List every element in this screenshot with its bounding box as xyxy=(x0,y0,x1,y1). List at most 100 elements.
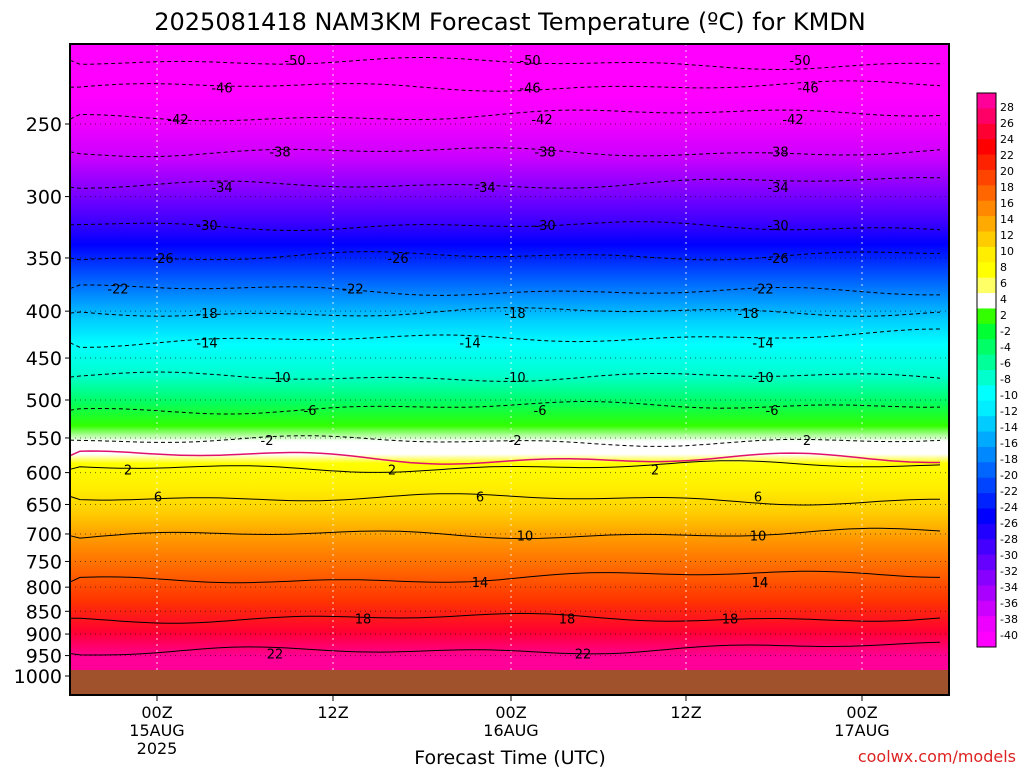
x-axis-label: Forecast Time (UTC) xyxy=(414,747,605,768)
colorbar-swatch xyxy=(977,416,996,433)
colorbar-swatch xyxy=(977,154,996,171)
colorbar-label: -12 xyxy=(1000,405,1018,418)
contour-line xyxy=(69,147,941,158)
contour-label: -30 xyxy=(534,219,555,234)
colorbar-swatch xyxy=(977,293,996,309)
colorbar-label: -14 xyxy=(1000,421,1018,434)
contour-line xyxy=(69,307,941,317)
contour-line xyxy=(69,570,941,584)
colorbar-label: -36 xyxy=(1000,597,1018,610)
colorbar-label: 6 xyxy=(1000,277,1007,290)
contour-line xyxy=(69,460,941,473)
contour-label: -10 xyxy=(504,371,525,386)
colorbar-swatch xyxy=(977,308,996,325)
chart-title: 2025081418 NAM3KM Forecast Temperature (… xyxy=(154,8,866,36)
contour-label: -22 xyxy=(342,283,363,298)
contour-label: 6 xyxy=(754,490,762,505)
colorbar-label: 8 xyxy=(1000,261,1007,274)
colorbar-swatch xyxy=(977,123,996,140)
contour-label: 10 xyxy=(517,530,534,545)
contour-line xyxy=(69,109,941,122)
colorbar-swatch xyxy=(977,493,996,509)
colorbar-label: -22 xyxy=(1000,485,1018,498)
colorbar-label: 24 xyxy=(1000,133,1014,146)
contour-line xyxy=(69,371,941,382)
contour-label: 14 xyxy=(752,576,769,591)
colorbar-swatch xyxy=(977,262,996,279)
contour-line xyxy=(69,493,940,506)
x-tick-label: 00Z xyxy=(141,703,172,722)
x-tick-label: 12Z xyxy=(317,703,348,722)
colorbar-swatch xyxy=(977,400,996,417)
colorbar-label: 20 xyxy=(1000,165,1014,178)
colorbar-label: 10 xyxy=(1000,245,1014,258)
plot-frame xyxy=(69,43,950,696)
contour-lines: -50 -50 -50 -46 -46 -46 -42 -42 -42 -38 -38 -38 -34 -… xyxy=(69,54,941,662)
colorbar-label: -4 xyxy=(1000,341,1011,354)
colorbar-label: -16 xyxy=(1000,437,1018,450)
x-tick-label: 2025 xyxy=(137,739,178,758)
contour-label: 18 xyxy=(355,612,372,627)
colorbar-label: 28 xyxy=(1000,101,1014,114)
contour-label: -10 xyxy=(269,371,290,386)
colorbar-swatch xyxy=(977,93,996,109)
colorbar-label: 14 xyxy=(1000,213,1014,226)
ground-layer xyxy=(70,670,949,695)
contour-label: -22 xyxy=(107,283,128,298)
colorbar-swatch xyxy=(977,508,996,525)
contour-label: -30 xyxy=(767,219,788,234)
contour-label: -42 xyxy=(782,113,803,128)
colorbar-label: 2 xyxy=(1000,309,1007,322)
contour-label: -42 xyxy=(531,113,552,128)
contour-line xyxy=(70,612,941,624)
colorbar-label: -10 xyxy=(1000,389,1018,402)
colorbar-label: -2 xyxy=(1000,325,1011,338)
y-tick-label: 650 xyxy=(26,494,62,516)
y-tick-label: 500 xyxy=(26,390,62,412)
contour-label: -6 xyxy=(766,404,779,419)
contour-label: -18 xyxy=(196,307,217,322)
colorbar: 28 26 24 22 20 18 16 14 12 10 8 6 4 2 -2 -4 -6 -8 -10 -12 -1… xyxy=(976,92,1018,648)
contour-label: -34 xyxy=(211,181,232,196)
colorbar-swatch xyxy=(977,339,996,356)
colorbar-swatch xyxy=(977,370,996,386)
contour-line xyxy=(69,80,941,92)
x-tick-label: 00Z xyxy=(846,703,877,722)
contour-label: -34 xyxy=(474,181,495,196)
contour-label: -10 xyxy=(752,371,773,386)
contour-label: -46 xyxy=(519,81,540,96)
y-tick-label: 950 xyxy=(26,646,62,668)
colorbar-swatch xyxy=(977,570,996,586)
contour-line xyxy=(69,251,940,261)
colorbar-swatch xyxy=(977,323,996,340)
colorbar-label: 12 xyxy=(1000,229,1014,242)
colorbar-label: -6 xyxy=(1000,357,1011,370)
colorbar-swatch xyxy=(977,431,996,448)
contour-label: -6 xyxy=(534,404,547,419)
y-tick-label: 850 xyxy=(26,601,62,623)
x-tick-label: 00Z xyxy=(495,703,526,722)
colorbar-label: -24 xyxy=(1000,501,1018,514)
contour-label: 2 xyxy=(803,434,811,449)
temperature-field xyxy=(70,44,949,670)
contour-line xyxy=(69,328,941,348)
contour-label: 6 xyxy=(154,490,162,505)
contour-label: -50 xyxy=(789,54,810,69)
contour-label: -14 xyxy=(459,337,480,352)
plot-area xyxy=(70,44,949,695)
colorbar-frame xyxy=(976,92,997,648)
x-tick-label: 17AUG xyxy=(834,721,889,740)
colorbar-label: -34 xyxy=(1000,581,1018,594)
y-tick-label: 750 xyxy=(26,551,62,573)
contour-label: -26 xyxy=(152,252,173,267)
contour-label: -46 xyxy=(211,81,232,96)
colorbar-swatch xyxy=(977,139,996,156)
contour-label: 10 xyxy=(750,530,767,545)
contour-label: -42 xyxy=(167,113,188,128)
contour-label: 18 xyxy=(722,612,739,627)
contour-line xyxy=(69,177,941,189)
contour-label: 22 xyxy=(267,647,284,662)
contour-label: -26 xyxy=(387,252,408,267)
contour-label: 22 xyxy=(575,647,592,662)
